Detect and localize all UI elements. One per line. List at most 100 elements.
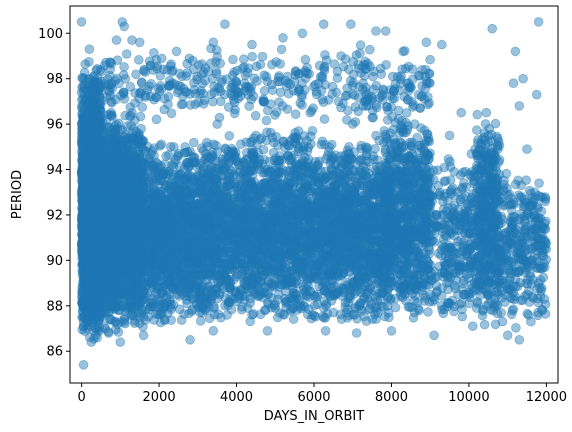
data-point (116, 232, 126, 243)
data-point (122, 187, 132, 198)
data-point (102, 272, 113, 283)
data-point (116, 223, 127, 234)
data-point (87, 144, 98, 154)
data-point (119, 222, 130, 233)
data-point (123, 150, 134, 160)
data-point (121, 227, 132, 238)
data-point (109, 161, 119, 172)
data-point (128, 238, 138, 249)
data-point (102, 114, 112, 125)
data-point (106, 315, 116, 325)
data-point (116, 228, 126, 238)
data-point (115, 234, 126, 244)
data-point (123, 150, 133, 161)
data-point (121, 185, 131, 195)
data-point (138, 221, 148, 231)
data-point (134, 215, 145, 226)
data-point (100, 131, 111, 142)
data-point (90, 189, 100, 200)
data-point (104, 203, 115, 214)
data-point (108, 257, 118, 268)
data-point (83, 238, 94, 249)
data-point (85, 275, 95, 286)
data-point (123, 278, 134, 289)
data-point (115, 184, 125, 195)
data-point (91, 178, 102, 188)
data-point (95, 267, 106, 277)
data-point (125, 210, 135, 221)
data-point (117, 283, 128, 294)
data-point (138, 233, 148, 244)
data-point (132, 202, 143, 213)
data-point (87, 276, 98, 287)
data-point (92, 232, 102, 243)
data-point (80, 189, 91, 199)
data-point (94, 167, 105, 178)
data-point (135, 248, 146, 259)
data-point (121, 224, 132, 235)
data-point (99, 230, 109, 240)
data-point (77, 239, 87, 249)
data-point (112, 199, 122, 210)
data-point (78, 232, 88, 242)
data-point (108, 274, 119, 284)
data-point (89, 243, 99, 254)
data-point (116, 198, 126, 208)
data-point (100, 279, 110, 290)
data-point (122, 197, 132, 207)
data-point (119, 317, 130, 327)
data-point (82, 236, 93, 247)
data-point (138, 294, 148, 305)
data-point (130, 288, 141, 299)
data-point (98, 246, 109, 256)
data-point (86, 241, 96, 252)
data-point (108, 262, 119, 273)
data-point (129, 262, 140, 273)
data-point (78, 250, 88, 260)
data-point (77, 190, 88, 201)
data-point (93, 260, 104, 271)
data-point (105, 203, 115, 213)
data-point (129, 156, 139, 167)
data-point (116, 287, 126, 298)
data-point (132, 257, 143, 267)
data-point (132, 217, 143, 228)
data-point (88, 291, 98, 302)
data-point (89, 214, 100, 224)
data-point (88, 212, 98, 222)
data-point (130, 197, 140, 208)
data-point (77, 198, 88, 209)
data-point (110, 258, 120, 269)
data-point (124, 257, 135, 268)
data-point (107, 219, 118, 230)
data-point (94, 212, 105, 223)
data-point (82, 184, 92, 194)
data-point (96, 200, 106, 210)
data-point (88, 277, 98, 288)
data-point (123, 196, 134, 206)
data-point (132, 235, 142, 246)
data-point (118, 237, 129, 247)
data-point (137, 157, 148, 168)
data-point (137, 215, 147, 226)
data-point (114, 250, 124, 261)
data-point (122, 261, 133, 272)
data-point (80, 209, 91, 219)
data-point (119, 226, 130, 237)
data-point (84, 238, 95, 248)
data-point (80, 210, 91, 221)
data-point (126, 224, 136, 235)
data-point (96, 209, 107, 219)
data-point (134, 318, 145, 329)
data-point (117, 218, 128, 229)
data-point (96, 153, 107, 164)
data-point (112, 217, 122, 228)
data-point (105, 156, 116, 167)
data-point (133, 197, 143, 207)
data-point (130, 186, 140, 196)
data-point (110, 226, 121, 236)
data-point (124, 199, 135, 210)
data-point (94, 213, 105, 224)
data-point (84, 186, 94, 197)
data-point (118, 262, 128, 273)
